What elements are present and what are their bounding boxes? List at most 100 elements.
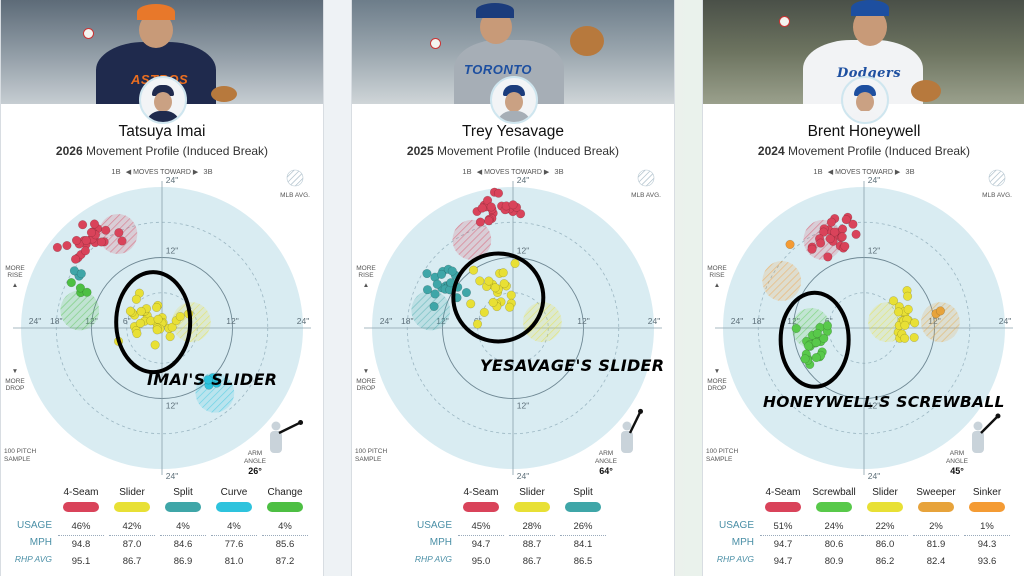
direction-label: ◀ MOVES TOWARD ▶ [126,169,199,176]
data-point-4-seam [62,240,72,251]
arm-angle-value: 45° [950,466,964,476]
tick-label-x: 24" [297,316,309,326]
more-drop-label: DROP [6,385,25,392]
pitch-name: Split [173,487,193,498]
data-point-slider [475,276,485,286]
tick-label-y: 24" [868,471,880,481]
pitcher-icon [973,421,983,431]
pitch-column-sinker: Sinker 1% 94.3 93.6 [964,486,1010,570]
pitch-sample-label: SAMPLE [706,456,733,463]
data-point-sinker [785,239,795,249]
pitch-rhp-avg: 95.0 [471,556,491,567]
tick-label-y: 24" [166,175,178,185]
pitch-color-swatch [463,502,499,512]
pitch-usage: 2% [913,518,959,536]
data-point-slider [499,279,509,289]
movement-chart: 24"12"12"24"24"18"12"6"12"24"1B◀ MOVES T… [1,163,323,483]
mlb-avg-sinker [762,261,802,301]
arm-angle-label: ARM [248,450,262,457]
data-point-change [75,283,85,293]
direction-3b: 3B [554,167,563,176]
data-point-slider [468,265,479,275]
pitch-rhp-avg: 86.7 [522,556,542,567]
pitch-rhp-avg: 87.2 [275,556,295,567]
pitch-mph: 80.6 [824,539,844,550]
arm-angle-label: ARM [950,450,964,457]
mlb-avg-icon [637,169,655,187]
data-point-slider [900,320,910,330]
pitch-usage: 46% [58,518,104,536]
pitch-rhp-avg: 86.5 [573,556,593,567]
pitch-usage: 4% [160,518,206,536]
data-point-4-seam [816,238,826,248]
pitch-color-swatch [969,502,1005,512]
pitch-sample-label: SAMPLE [4,456,31,463]
data-point-4-seam [825,234,835,244]
player-avatar [841,76,889,124]
mlb-avg-sweeper [920,302,960,343]
pitch-usage: 45% [458,518,504,536]
slider-annotation: YESAVAGE'S SLIDER [480,356,665,375]
tick-label-x: 6" [123,316,131,326]
data-point-split [437,269,447,279]
tick-label-y: 12" [517,246,529,256]
data-point-screwball [803,341,814,351]
pitch-sample-label: 100 PITCH [355,448,387,455]
mlb-avg-split [411,290,451,331]
data-point-4-seam [819,227,829,237]
data-point-slider [153,314,163,324]
highlight-ellipse [114,270,193,375]
data-point-split [429,301,439,312]
data-point-slider [175,311,185,322]
pitch-table: USAGE MPH RHP AVG 4-Seam 51% 94.7 94.7 Screwba… [703,486,1024,576]
pitch-color-swatch [565,502,601,512]
data-point-4-seam [848,219,858,229]
tick-label-x: 18" [50,316,62,326]
up-arrow-icon: ▲ [12,282,18,289]
pitch-color-swatch [63,502,99,512]
player-card-imai: ASTROS Tatsuya Imai 2026 Movement Profil… [0,0,324,576]
data-point-slider [498,268,508,278]
pitch-color-swatch [165,502,201,512]
data-point-slider [505,302,515,312]
pitch-color-swatch [267,502,303,512]
highlight-ellipse [451,251,546,344]
player-card-honeywell: Dodgers Brent Honeywell 2024 Movement Pr… [702,0,1024,576]
arm-angle-value: 26° [248,466,262,476]
data-point-4-seam [80,246,90,256]
arm-angle-label: ARM [599,450,613,457]
pitch-usage: 22% [862,518,908,536]
pitch-color-swatch [867,502,903,512]
data-point-4-seam [851,229,861,239]
mlb-avg-label: MLB AVG. [982,192,1012,199]
pitch-mph: 94.8 [71,539,91,550]
data-point-slider [125,306,135,316]
data-point-slider [152,325,162,335]
data-point-slider [510,258,520,269]
more-rise-label: RISE [709,272,725,279]
pitch-column-4-seam: 4-Seam 45% 94.7 95.0 [458,486,504,570]
pitch-mph: 84.1 [573,539,593,550]
data-point-split [430,289,440,299]
data-point-4-seam [484,216,494,226]
more-rise-label: RISE [7,272,23,279]
chart-subtitle: 2024 Movement Profile (Induced Break) [757,144,971,158]
tick-label-x: 24" [380,316,392,326]
pitch-name: Slider [119,487,145,498]
data-point-screwball [791,323,801,333]
pitch-column-slider: Slider 28% 88.7 86.7 [509,486,555,570]
chart-svg: 24"12"12"24"24"18"12"6"12"24"1B◀ MOVES T… [355,167,662,481]
pitch-column-split: Split 4% 84.6 86.9 [160,486,206,570]
tick-label-y: 24" [868,175,880,185]
movement-chart: 24"12"12"24"24"18"12"6"12"24"1B◀ MOVES T… [703,163,1024,483]
tick-label-y: 24" [517,175,529,185]
player-name: Tatsuya Imai [118,123,206,140]
pitch-usage: 1% [964,518,1010,536]
data-point-4-seam [830,227,840,237]
slider-annotation: IMAI'S SLIDER [147,370,278,389]
pitch-mph: 94.3 [977,539,997,550]
pitch-mph: 86.0 [875,539,895,550]
data-point-slider [479,307,489,317]
data-point-split [461,287,471,298]
pitch-color-swatch [216,502,252,512]
